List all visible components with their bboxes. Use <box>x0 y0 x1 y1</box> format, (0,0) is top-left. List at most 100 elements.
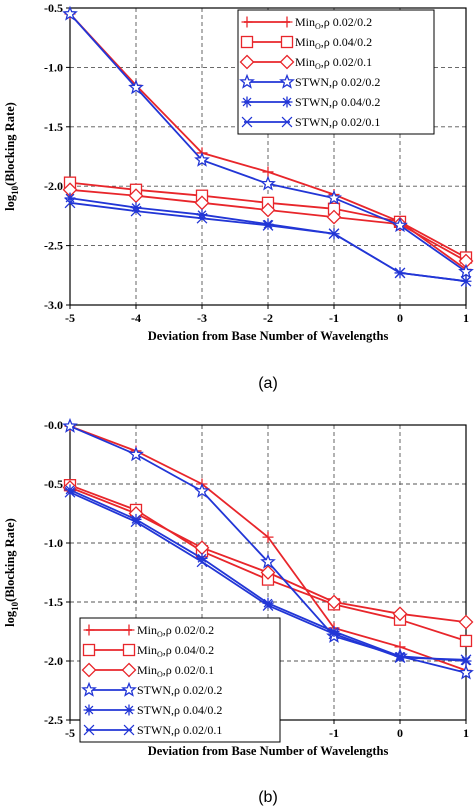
legend-label: STWN,ρ 0.02/0.2 <box>295 75 380 89</box>
legend-swatch-marker <box>121 662 137 678</box>
x-tick-label: 0 <box>397 726 403 740</box>
data-point <box>260 175 276 191</box>
data-point <box>130 513 142 525</box>
x-tick-label: 0 <box>397 311 403 325</box>
legend-label-rest: ,ρ 0.04/0.2 <box>329 95 380 109</box>
legend-label-rest: ,ρ 0.02/0.2 <box>321 15 372 29</box>
data-point <box>262 600 274 611</box>
legend-label-sub: O <box>157 630 163 639</box>
y-tick-label: -3.0 <box>44 298 63 312</box>
legend-label-rest: ,ρ 0.02/0.2 <box>329 75 380 89</box>
legend-box <box>79 617 281 743</box>
series-6 <box>64 197 472 287</box>
legend-label-main: STWN <box>295 115 329 129</box>
legend-swatch-marker <box>281 16 293 28</box>
x-tick-label: 1 <box>463 726 469 740</box>
legend-label-rest: ,ρ 0.02/0.1 <box>163 663 214 677</box>
legend-swatch-marker <box>240 35 254 49</box>
y-tick-label: -2.0 <box>44 654 63 668</box>
legend-label-sub: O <box>157 650 163 659</box>
y-tick-label: -2.5 <box>44 713 63 727</box>
legend-label-rest: ,ρ 0.02/0.1 <box>321 55 372 69</box>
y-axis-label-main: log <box>3 610 17 627</box>
x-tick-label: -1 <box>329 311 339 325</box>
legend-label: MinO,ρ 0.02/0.1 <box>137 663 214 679</box>
legend-label-main: STWN <box>295 75 329 89</box>
legend-label-rest: ,ρ 0.04/0.2 <box>163 643 214 657</box>
data-point <box>262 531 274 543</box>
y-axis-label-sub: 10 <box>10 601 20 611</box>
legend-swatch-marker <box>81 662 97 678</box>
legend-swatch-marker <box>83 624 95 636</box>
data-point <box>64 197 76 209</box>
data-point <box>260 565 276 580</box>
y-axis-label: log10(Blocking Rate) <box>3 102 20 211</box>
chart-panel-b: -5-4-3-2-101-0.0-0.5-1.0-1.5-2.0-2.5Devi… <box>3 417 474 758</box>
legend-swatch-marker <box>123 704 135 716</box>
data-point <box>196 556 208 568</box>
data-point <box>194 482 210 498</box>
data-point <box>328 228 340 240</box>
y-tick-label: -1.5 <box>44 595 63 609</box>
legend-label-sub: O <box>315 22 321 31</box>
data-point <box>196 209 208 221</box>
legend-label-main: Min <box>295 55 315 69</box>
data-point <box>392 217 408 233</box>
legend-swatch-marker <box>83 704 95 716</box>
data-point <box>260 553 276 569</box>
legend-label: MinO,ρ 0.04/0.2 <box>295 35 372 51</box>
data-point <box>262 219 274 231</box>
legend-label-sub: O <box>157 670 163 679</box>
legend-swatch-marker <box>279 73 295 89</box>
chart-panel-a: -5 -4 -3 -2 -1 0 1 -0.5 -1.0 -1.5 -2.0 -2.5 -3.0 Devi… <box>3 1 474 343</box>
x-tick-label: -2 <box>263 311 273 325</box>
legend-swatch-marker <box>280 35 294 49</box>
x-tick-label: -3 <box>197 311 207 325</box>
y-tick-label: -1.0 <box>44 60 63 74</box>
y-axis-label-sub: 10 <box>10 185 20 195</box>
legend-label: STWN,ρ 0.04/0.2 <box>295 95 380 109</box>
data-point <box>194 151 210 167</box>
legend-swatch-marker <box>123 624 135 636</box>
data-point <box>460 655 472 667</box>
y-axis-label-rest: (Blocking Rate) <box>3 518 17 602</box>
legend-swatch-marker <box>122 643 136 657</box>
data-point <box>328 626 340 637</box>
legend-label: MinO,ρ 0.04/0.2 <box>137 643 214 659</box>
data-point <box>128 79 144 95</box>
legend-label-main: STWN <box>137 703 171 717</box>
legend-swatch-marker <box>83 724 95 736</box>
legend-swatch-marker <box>241 96 253 108</box>
y-tick-label: -0.5 <box>44 477 63 491</box>
legend-label-rest: ,ρ 0.02/0.1 <box>171 723 222 737</box>
data-point <box>62 5 78 21</box>
legend-swatch-marker <box>281 96 293 108</box>
data-point <box>130 516 142 528</box>
y-tick-label: -1.5 <box>44 120 63 134</box>
legend-label-main: STWN <box>137 723 171 737</box>
x-tick-label: -5 <box>65 726 75 740</box>
legend-swatch-marker <box>241 116 253 128</box>
panel-label-b: (b) <box>258 789 278 806</box>
data-point <box>460 654 472 666</box>
data-point <box>328 628 340 640</box>
data-point <box>458 664 474 680</box>
legend-label-rest: ,ρ 0.02/0.2 <box>171 683 222 697</box>
x-tick-label: 1 <box>463 311 469 325</box>
y-axis-label: log10(Blocking Rate) <box>3 518 20 627</box>
data-point <box>130 202 142 214</box>
data-point <box>64 192 76 204</box>
legend-swatch-marker <box>239 73 255 89</box>
y-tick-label: -2.0 <box>44 179 63 193</box>
legend-label-rest: ,ρ 0.04/0.2 <box>171 703 222 717</box>
data-point <box>64 486 76 498</box>
data-point <box>64 484 76 496</box>
legend-box <box>237 9 435 135</box>
y-tick-label: -0.5 <box>44 1 63 15</box>
legend-label: STWN,ρ 0.02/0.2 <box>137 683 222 697</box>
x-axis-label: Deviation from Base Number of Wavelength… <box>148 744 389 758</box>
data-point <box>130 205 142 217</box>
data-point <box>458 614 474 630</box>
